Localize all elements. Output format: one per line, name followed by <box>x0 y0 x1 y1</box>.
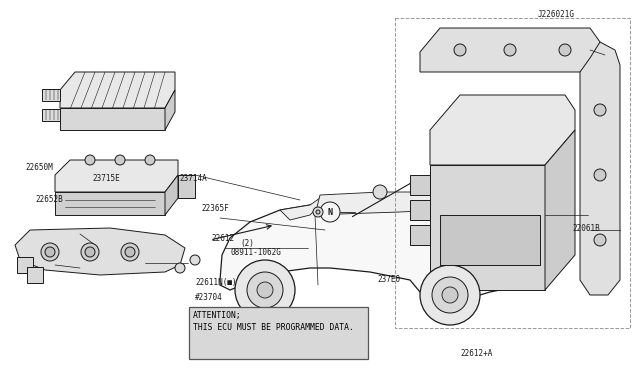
Polygon shape <box>445 193 508 212</box>
Circle shape <box>81 243 99 261</box>
Circle shape <box>420 265 480 325</box>
Text: 22611N(■): 22611N(■) <box>195 278 237 287</box>
Text: 23715E: 23715E <box>93 174 120 183</box>
Polygon shape <box>42 89 60 101</box>
Bar <box>189 307 368 359</box>
Text: 08911-1062G: 08911-1062G <box>230 248 281 257</box>
Circle shape <box>432 277 468 313</box>
Polygon shape <box>440 215 540 265</box>
Circle shape <box>313 207 323 217</box>
Polygon shape <box>55 160 178 192</box>
Circle shape <box>125 247 135 257</box>
Text: #23704: #23704 <box>195 293 223 302</box>
Circle shape <box>85 247 95 257</box>
Circle shape <box>594 169 606 181</box>
Text: 22061B: 22061B <box>573 224 600 233</box>
Circle shape <box>45 247 55 257</box>
Text: J226021G: J226021G <box>538 10 575 19</box>
Polygon shape <box>410 200 430 220</box>
Polygon shape <box>410 225 430 245</box>
Text: N: N <box>328 208 333 217</box>
Polygon shape <box>42 109 60 121</box>
Polygon shape <box>545 130 575 290</box>
Text: THIS ECU MUST BE PROGRAMMED DATA.: THIS ECU MUST BE PROGRAMMED DATA. <box>193 323 354 332</box>
Polygon shape <box>315 192 445 215</box>
Circle shape <box>115 155 125 165</box>
Circle shape <box>373 185 387 199</box>
Polygon shape <box>60 108 165 130</box>
Polygon shape <box>178 175 195 198</box>
Polygon shape <box>55 192 165 215</box>
Circle shape <box>121 243 139 261</box>
Circle shape <box>316 210 320 214</box>
Text: 22612: 22612 <box>211 234 234 243</box>
Circle shape <box>247 272 283 308</box>
Text: 22650M: 22650M <box>26 163 53 172</box>
Circle shape <box>594 104 606 116</box>
Circle shape <box>257 282 273 298</box>
Circle shape <box>235 260 295 320</box>
Text: 23714A: 23714A <box>179 174 207 183</box>
Circle shape <box>320 202 340 222</box>
Bar <box>27 267 43 283</box>
Polygon shape <box>430 165 545 290</box>
Circle shape <box>504 44 516 56</box>
Polygon shape <box>430 95 575 165</box>
Circle shape <box>442 287 458 303</box>
Polygon shape <box>60 72 175 108</box>
Circle shape <box>145 155 155 165</box>
Circle shape <box>41 243 59 261</box>
Text: 237E0: 237E0 <box>378 275 401 283</box>
Polygon shape <box>220 193 560 298</box>
Polygon shape <box>15 228 185 275</box>
Text: (2): (2) <box>240 239 254 248</box>
Text: 22612+A: 22612+A <box>461 349 493 358</box>
Bar <box>395 18 630 328</box>
Text: 22652B: 22652B <box>35 195 63 203</box>
Text: ATTENTION;: ATTENTION; <box>193 311 241 320</box>
Polygon shape <box>508 197 535 218</box>
Circle shape <box>594 234 606 246</box>
Polygon shape <box>165 90 175 130</box>
Circle shape <box>190 255 200 265</box>
Polygon shape <box>165 175 178 215</box>
Circle shape <box>175 263 185 273</box>
Bar <box>17 257 33 273</box>
Polygon shape <box>280 195 330 220</box>
Circle shape <box>559 44 571 56</box>
Circle shape <box>454 44 466 56</box>
Polygon shape <box>410 175 430 195</box>
Text: 22365F: 22365F <box>202 204 229 213</box>
Polygon shape <box>580 42 620 295</box>
Circle shape <box>85 155 95 165</box>
Polygon shape <box>420 28 600 72</box>
